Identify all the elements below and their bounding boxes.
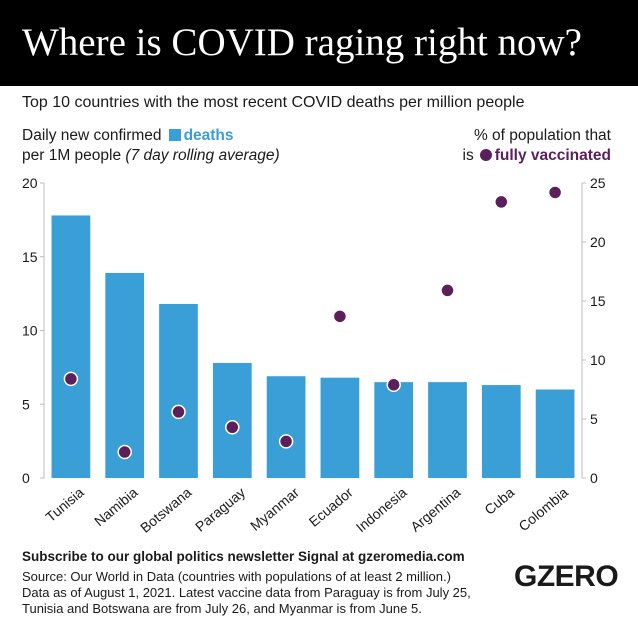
legend-deaths-line1: Daily new confirmed <box>22 127 162 144</box>
category-label: Botswana <box>137 484 195 536</box>
bar-deaths <box>320 377 360 478</box>
header-banner: Where is COVID raging right now? <box>0 0 638 86</box>
category-label: Argentina <box>407 484 463 535</box>
left-tick-label: 0 <box>22 470 30 486</box>
legend-deaths-key: deaths <box>183 127 234 144</box>
legend-deaths-note: (7 day rolling average) <box>125 147 280 164</box>
legend-vaccinated-line1: % of population that <box>473 127 611 144</box>
right-tick-label: 5 <box>590 411 598 427</box>
dot-vaccinated <box>117 444 132 460</box>
legend-vaccinated-key: fully vaccinated <box>494 147 611 164</box>
bar-deaths <box>159 303 198 478</box>
left-tick-label: 10 <box>22 323 38 339</box>
left-tick-label: 5 <box>22 396 30 412</box>
legend-vaccinated: % of population that is fully vaccinated <box>463 126 612 166</box>
bar-deaths <box>481 385 521 478</box>
gzero-logo: GZERO <box>514 560 619 593</box>
category-label: Tunisia <box>42 484 87 525</box>
source-line: Source: Our World in Data (countries wit… <box>22 569 451 584</box>
category-label: Namibia <box>91 484 141 529</box>
legend-deaths: Daily new confirmed deaths per 1M people … <box>22 126 280 166</box>
right-tick-label: 10 <box>590 352 606 368</box>
category-label: Colombia <box>515 484 571 534</box>
legend-vaccinated-prefix: is <box>462 147 474 164</box>
bar-deaths <box>535 389 575 478</box>
category-label: Indonesia <box>353 484 410 535</box>
right-tick-label: 20 <box>590 234 606 250</box>
category-label: Paraguay <box>192 484 248 535</box>
bar-deaths <box>51 215 91 478</box>
category-label: Myanmar <box>247 484 302 534</box>
dot-vaccinated <box>494 194 509 210</box>
right-tick-label: 0 <box>590 470 598 486</box>
dot-vaccinated <box>332 309 348 324</box>
legend-deaths-line2: per 1M people <box>22 147 122 164</box>
bar-deaths <box>266 376 306 478</box>
page-title: Where is COVID raging right now? <box>22 21 582 64</box>
category-label: Ecuador <box>306 484 356 530</box>
vaccinated-swatch <box>479 149 492 161</box>
dot-vaccinated <box>171 404 186 420</box>
dot-vaccinated <box>63 371 79 387</box>
bar-deaths <box>105 272 145 478</box>
source-note: Source: Our World in Data (countries wit… <box>22 569 471 617</box>
category-label: Cuba <box>481 484 517 518</box>
bar-deaths <box>428 382 467 478</box>
combo-chart: 0 5 10 15 20 0 5 10 15 20 25 Tunisia NamibiaBotswana… <box>22 175 606 536</box>
dot-vaccinated <box>225 420 240 435</box>
left-tick-label: 20 <box>22 175 38 191</box>
source-line: Data as of August 1, 2021. Latest vaccin… <box>22 585 471 600</box>
deaths-swatch <box>168 129 181 141</box>
dot-vaccinated <box>440 283 455 298</box>
bar-deaths <box>374 382 414 478</box>
dot-vaccinated <box>278 434 294 449</box>
left-tick-label: 15 <box>22 249 38 265</box>
source-line: Tunisia and Botswana are from July 26, a… <box>22 601 422 616</box>
chart-subtitle: Top 10 countries with the most recent CO… <box>22 94 525 111</box>
dot-vaccinated <box>386 377 401 393</box>
dot-vaccinated <box>547 185 563 200</box>
right-tick-label: 25 <box>590 175 606 191</box>
newsletter-cta: Subscribe to our global politics newslet… <box>22 549 465 564</box>
right-tick-label: 15 <box>590 293 606 309</box>
